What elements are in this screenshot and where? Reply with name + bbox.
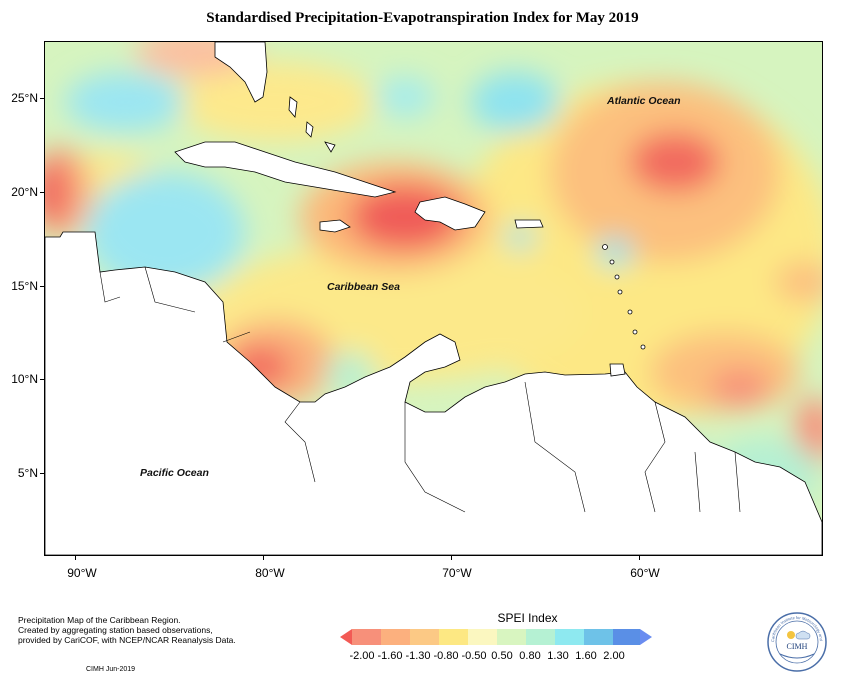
lat-tick <box>40 98 44 99</box>
logo-text: CIMH <box>787 642 808 651</box>
lon-label-80w: 80°W <box>255 566 285 580</box>
lat-label-5n: 5°N <box>17 466 38 480</box>
legend-label: -0.50 <box>461 650 487 662</box>
lon-tick <box>451 555 452 560</box>
legend-colorbar <box>340 629 652 645</box>
lat-tick <box>40 286 44 287</box>
cloud-icon <box>795 630 811 640</box>
credit-line-3: provided by CariCOF, with NCEP/NCAR Rean… <box>18 635 236 645</box>
credit-line-2: Created by aggregating station based obs… <box>18 625 213 635</box>
legend-swatch <box>555 629 584 645</box>
legend-title: SPEI Index <box>497 611 558 625</box>
map-title: Standardised Precipitation-Evapotranspir… <box>206 10 639 26</box>
credit-footer: CIMH Jun-2019 <box>86 666 136 673</box>
legend-label: -1.60 <box>377 650 403 662</box>
legend-swatch <box>439 629 468 645</box>
lon-label-60w: 60°W <box>630 566 660 580</box>
lat-tick <box>40 192 44 193</box>
legend-label: 0.80 <box>519 650 541 662</box>
legend-swatch <box>381 629 410 645</box>
sun-icon <box>787 631 795 639</box>
legend-arrow-low <box>340 629 352 645</box>
cimh-logo: CIMH Caribbean Institute for Meteorology… <box>766 611 827 672</box>
legend-swatch <box>410 629 439 645</box>
lon-tick <box>639 555 640 560</box>
credit-line-1: Precipitation Map of the Caribbean Regio… <box>18 615 181 625</box>
legend-swatch <box>584 629 613 645</box>
spei-map: Atlantic Ocean Caribbean Sea Pacific Oce… <box>44 41 823 556</box>
lat-tick <box>40 379 44 380</box>
legend-swatch <box>497 629 526 645</box>
lon-tick <box>263 555 264 560</box>
legend-label: 0.50 <box>491 650 513 662</box>
lon-label-70w: 70°W <box>442 566 472 580</box>
country-borders <box>99 266 741 513</box>
legend-swatch <box>468 629 497 645</box>
lat-label-15n: 15°N <box>11 279 38 293</box>
lat-tick <box>40 473 44 474</box>
lat-label-10n: 10°N <box>11 372 38 386</box>
lat-label-25n: 25°N <box>11 91 38 105</box>
lon-label-90w: 90°W <box>67 566 97 580</box>
legend-labels: -2.00 -1.60 -1.30 -0.80 -0.50 0.50 0.80 1.30 1.6… <box>348 650 628 662</box>
legend-arrow-high <box>640 629 652 645</box>
lon-tick <box>75 555 76 560</box>
map-canvas: Atlantic Ocean Caribbean Sea Pacific Oce… <box>45 42 822 555</box>
legend-label: -2.00 <box>349 650 375 662</box>
legend-label: -1.30 <box>405 650 431 662</box>
pacific-ocean-label: Pacific Ocean <box>140 467 209 479</box>
land-masses <box>45 42 822 555</box>
atlantic-ocean-label: Atlantic Ocean <box>606 95 681 107</box>
legend-swatch <box>352 629 381 645</box>
lat-label-20n: 20°N <box>11 185 38 199</box>
legend-label: -0.80 <box>433 650 459 662</box>
legend-swatch <box>613 629 640 645</box>
legend-label: 2.00 <box>603 650 625 662</box>
caribbean-sea-label: Caribbean Sea <box>327 281 400 293</box>
credits-block: Precipitation Map of the Caribbean Regio… <box>18 615 248 645</box>
legend-swatch <box>526 629 555 645</box>
legend-label: 1.60 <box>575 650 597 662</box>
legend-label: 1.30 <box>547 650 569 662</box>
